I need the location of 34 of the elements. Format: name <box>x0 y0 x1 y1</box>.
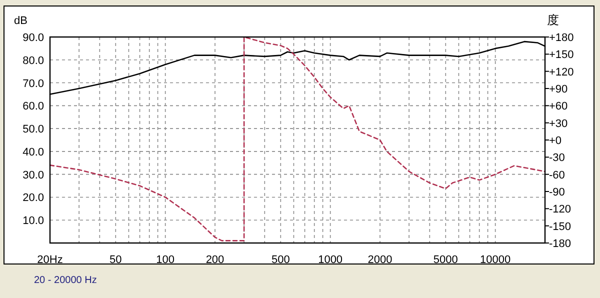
y2-tick-label: +0 <box>549 135 562 147</box>
x-tick-label: 50 <box>110 254 122 266</box>
x-tick-label: 5000 <box>433 254 458 266</box>
y-tick-label: 80.0 <box>22 54 44 67</box>
y-tick-label: 30.0 <box>22 169 44 182</box>
y-tick-label: 20.0 <box>22 192 44 204</box>
y-tick-label: 50.0 <box>22 124 44 136</box>
y2-tick-label: +180 <box>549 32 574 44</box>
y2-tick-label: -120 <box>549 204 572 216</box>
y2-tick-label: +60 <box>549 100 568 113</box>
y2-tick-label: +120 <box>549 66 574 78</box>
y-tick-label: 70.0 <box>22 78 44 90</box>
y-tick-label: 90.0 <box>22 32 44 44</box>
y2-axis-title: 度 <box>547 13 559 27</box>
x-tick-label: 10000 <box>480 254 511 266</box>
text: 20 - 20000 Hz <box>34 275 97 286</box>
x-tick-label: 500 <box>271 254 290 266</box>
y2-tick-label: -150 <box>549 220 572 233</box>
y2-tick-label: +90 <box>549 84 568 96</box>
y-axis-title: dB <box>14 15 28 27</box>
y2-tick-label: -180 <box>549 238 572 250</box>
x-tick-label: 200 <box>206 254 224 266</box>
y2-tick-label: -90 <box>549 186 565 198</box>
y-tick-label: 40.0 <box>22 146 44 158</box>
y-tick-label: 10.0 <box>22 215 44 228</box>
y2-tick-label: +150 <box>549 49 574 62</box>
x-tick-label: 1000 <box>318 254 343 266</box>
y2-tick-label: -60 <box>549 169 565 182</box>
y-tick-label: 60.0 <box>22 100 44 113</box>
x-tick-label: 20Hz <box>37 254 63 266</box>
y2-tick-label: +30 <box>549 118 568 130</box>
x-tick-label: 100 <box>156 254 175 266</box>
x-tick-label: 2000 <box>368 254 392 266</box>
y2-tick-label: -30 <box>549 152 565 164</box>
